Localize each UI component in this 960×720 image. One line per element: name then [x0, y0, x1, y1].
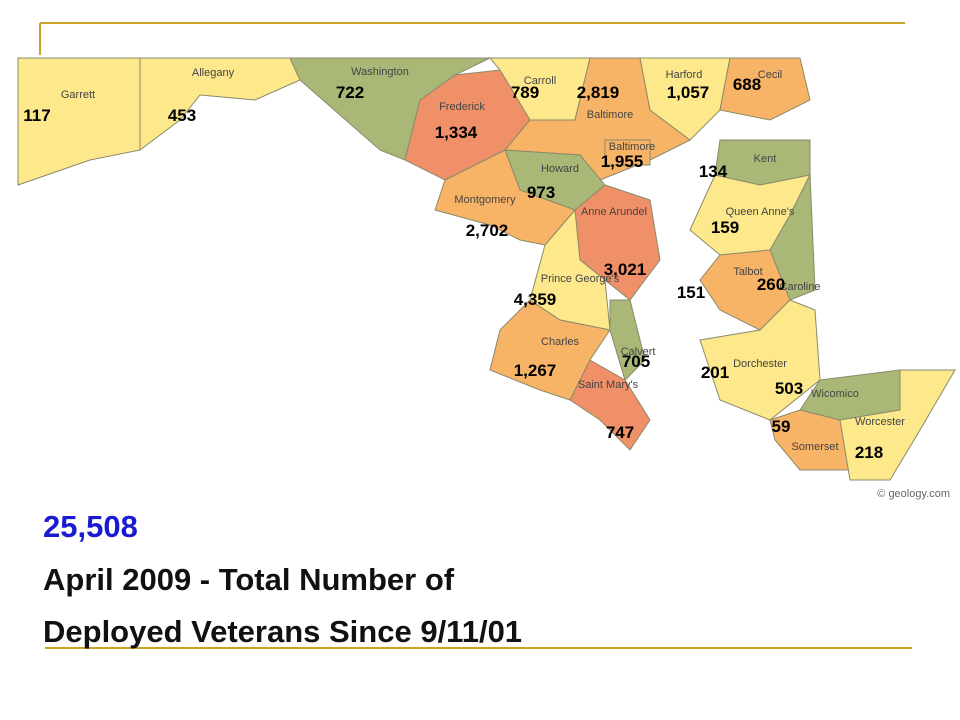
- county-name: Kent: [754, 153, 777, 165]
- county-name: Prince George's: [541, 273, 620, 285]
- caption-line: Deployed Veterans Since 9/11/01: [43, 614, 522, 649]
- total: 25,508: [43, 509, 138, 544]
- county-name: Calvert: [621, 346, 656, 358]
- county-name: Talbot: [733, 266, 762, 278]
- county: [769, 173, 816, 301]
- county-count: 59: [772, 417, 791, 436]
- county-name: Baltimore: [609, 141, 655, 153]
- county-name: Worcester: [855, 416, 905, 428]
- county: [839, 369, 956, 481]
- county-count: 117: [23, 106, 50, 125]
- county-name: Caroline: [780, 281, 821, 293]
- county-count: 2,702: [466, 221, 509, 240]
- county-name: Howard: [541, 163, 579, 175]
- county-count: 3,021: [604, 260, 647, 279]
- county-name: Somerset: [791, 441, 838, 453]
- county-count: 503: [775, 379, 803, 398]
- county-name: Harford: [666, 69, 703, 81]
- county: [699, 299, 821, 421]
- county-name: Wicomico: [811, 388, 859, 400]
- county: [569, 359, 651, 451]
- county-name: Washington: [351, 66, 409, 78]
- county-count: 705: [622, 352, 650, 371]
- county-count: 159: [711, 218, 739, 237]
- county-count: 218: [855, 443, 883, 462]
- county-count: 722: [336, 83, 364, 102]
- county: [604, 139, 651, 166]
- county-count: 453: [168, 106, 196, 125]
- county-count: 4,359: [514, 290, 557, 309]
- county-count: 134: [699, 162, 728, 181]
- county-count: 973: [527, 183, 555, 202]
- county-name: Montgomery: [454, 194, 516, 206]
- county-count: 1,267: [514, 361, 557, 380]
- county-name: Anne Arundel: [581, 206, 647, 218]
- county-name: Frederick: [439, 101, 485, 113]
- county-shapes: [17, 57, 956, 481]
- county-count: 1,057: [667, 83, 710, 102]
- county-count: 688: [733, 75, 761, 94]
- county-name: Charles: [541, 336, 579, 348]
- county-count: 789: [511, 83, 539, 102]
- county-name: Dorchester: [733, 358, 787, 370]
- county: [719, 57, 811, 121]
- county: [609, 299, 646, 381]
- county-count: 1,955: [601, 152, 644, 171]
- county-name: Queen Anne's: [726, 206, 795, 218]
- county-count: 2,819: [577, 83, 620, 102]
- county: [17, 57, 141, 186]
- county-name: Carroll: [524, 75, 556, 87]
- county-name: Allegany: [192, 67, 235, 79]
- county-count: 747: [606, 423, 634, 442]
- county-count: 151: [677, 283, 705, 302]
- county: [639, 57, 731, 141]
- county-name: Baltimore: [587, 109, 633, 121]
- county-count: 1,334: [435, 123, 478, 142]
- county-count: 260: [757, 275, 785, 294]
- county-count: 201: [701, 363, 729, 382]
- county-name: Garrett: [61, 89, 95, 101]
- county-name: Cecil: [758, 69, 782, 81]
- credit: © geology.com: [877, 488, 950, 500]
- county-name: Saint Mary's: [578, 379, 639, 391]
- caption-line: April 2009 - Total Number of: [43, 562, 455, 597]
